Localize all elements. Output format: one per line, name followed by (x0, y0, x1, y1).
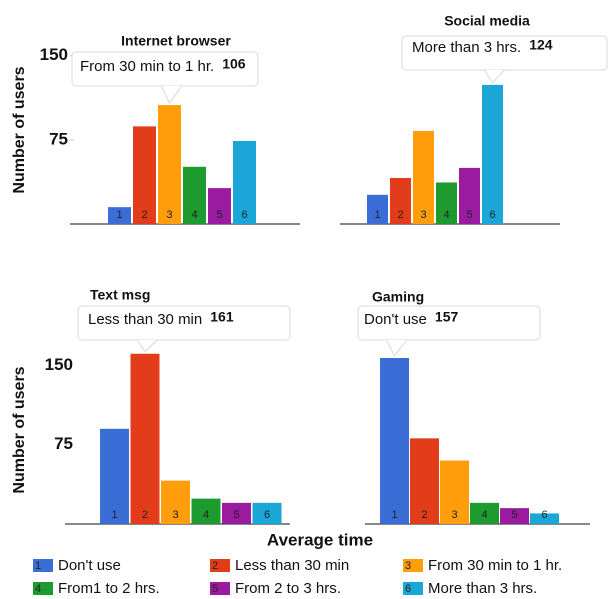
bar-number: 3 (451, 509, 457, 521)
chart-title: Text msg (90, 287, 150, 303)
chart-title: Internet browser (121, 33, 231, 49)
callout-box (357, 305, 541, 341)
legend-label: Less than 30 min (235, 557, 349, 574)
bar-number: 5 (511, 509, 517, 521)
bar-number: 1 (391, 509, 397, 521)
chart-title: Social media (444, 13, 530, 29)
bar (161, 480, 190, 524)
legend-number: 1 (35, 560, 41, 572)
bar (470, 502, 499, 524)
y-tick-label: 75 (54, 434, 73, 453)
callout-pointer (484, 69, 505, 84)
bar-number: 3 (420, 209, 426, 221)
legend-label: From1 to 2 hrs. (58, 580, 160, 597)
bar (191, 498, 221, 524)
chart-title: Gaming (372, 289, 424, 305)
bar (133, 126, 156, 224)
bar-number: 4 (443, 209, 449, 221)
bar (436, 182, 457, 224)
legend-label: From 2 to 3 hrs. (235, 580, 341, 597)
legend-swatch (403, 582, 423, 595)
bar-number: 4 (191, 209, 197, 221)
legend-number: 3 (405, 560, 411, 572)
legend-number: 2 (212, 560, 218, 572)
legend-label: More than 3 hrs. (428, 580, 537, 597)
bar (380, 357, 409, 524)
bar-number: 1 (111, 509, 117, 521)
y-tick-label: 75 (49, 129, 68, 148)
callout-value: 161 (210, 309, 234, 325)
bar-number: 3 (172, 509, 178, 521)
bar (222, 502, 251, 524)
legend-swatch (210, 582, 230, 595)
bar (108, 207, 131, 224)
bar-number: 6 (489, 209, 495, 221)
y-tick-label: 150 (45, 355, 73, 374)
bar-number: 1 (374, 209, 380, 221)
bar (130, 353, 160, 524)
callout-box (77, 305, 291, 341)
bar-number: 2 (141, 209, 147, 221)
bar (183, 166, 206, 224)
bar-number: 2 (142, 509, 148, 521)
legend-label: From 30 min to 1 hr. (428, 557, 562, 574)
bar (482, 84, 503, 224)
bar-number: 2 (421, 509, 427, 521)
bar-number: 6 (264, 509, 270, 521)
bar (208, 188, 231, 224)
y-tick-label: 150 (40, 45, 68, 64)
callout-label: Less than 30 min (88, 311, 202, 328)
bar-number: 4 (481, 509, 487, 521)
bar-number: 3 (166, 209, 172, 221)
y-axis-label: Number of users (11, 66, 28, 193)
bar-number: 5 (233, 509, 239, 521)
callout-label: More than 3 hrs. (412, 39, 521, 56)
callout-value: 157 (435, 309, 459, 325)
bar (158, 105, 181, 224)
bar (440, 460, 469, 524)
callout-pointer (386, 339, 407, 357)
bar (413, 130, 434, 224)
bar (390, 178, 411, 224)
legend-swatch (403, 559, 423, 572)
legend-label: Don't use (58, 557, 121, 574)
callout-value: 106 (222, 56, 246, 72)
bar (530, 513, 559, 524)
bar-number: 6 (541, 509, 547, 521)
bar (410, 438, 439, 524)
legend-swatch (210, 559, 230, 572)
legend-number: 5 (212, 583, 218, 595)
bar-number: 5 (466, 209, 472, 221)
callout-label: From 30 min to 1 hr. (80, 58, 214, 75)
bar (233, 140, 256, 224)
legend-swatch (33, 582, 53, 595)
callout-pointer (136, 339, 158, 353)
bar-number: 2 (397, 209, 403, 221)
callout-pointer (161, 85, 182, 105)
callout-value: 124 (529, 37, 553, 53)
bar (252, 502, 282, 524)
x-axis-label: Average time (267, 530, 373, 549)
legend-number: 6 (405, 583, 411, 595)
bar (459, 167, 480, 224)
bar-number: 5 (216, 209, 222, 221)
bar-number: 4 (203, 509, 209, 521)
callout-label: Don't use (364, 311, 427, 328)
y-axis-label: Number of users (11, 366, 28, 493)
bar (500, 508, 529, 524)
bar (100, 428, 129, 524)
bar (367, 194, 388, 224)
bar-number: 1 (116, 209, 122, 221)
legend-swatch (33, 559, 53, 572)
legend-number: 4 (35, 583, 41, 595)
bar-number: 6 (241, 209, 247, 221)
